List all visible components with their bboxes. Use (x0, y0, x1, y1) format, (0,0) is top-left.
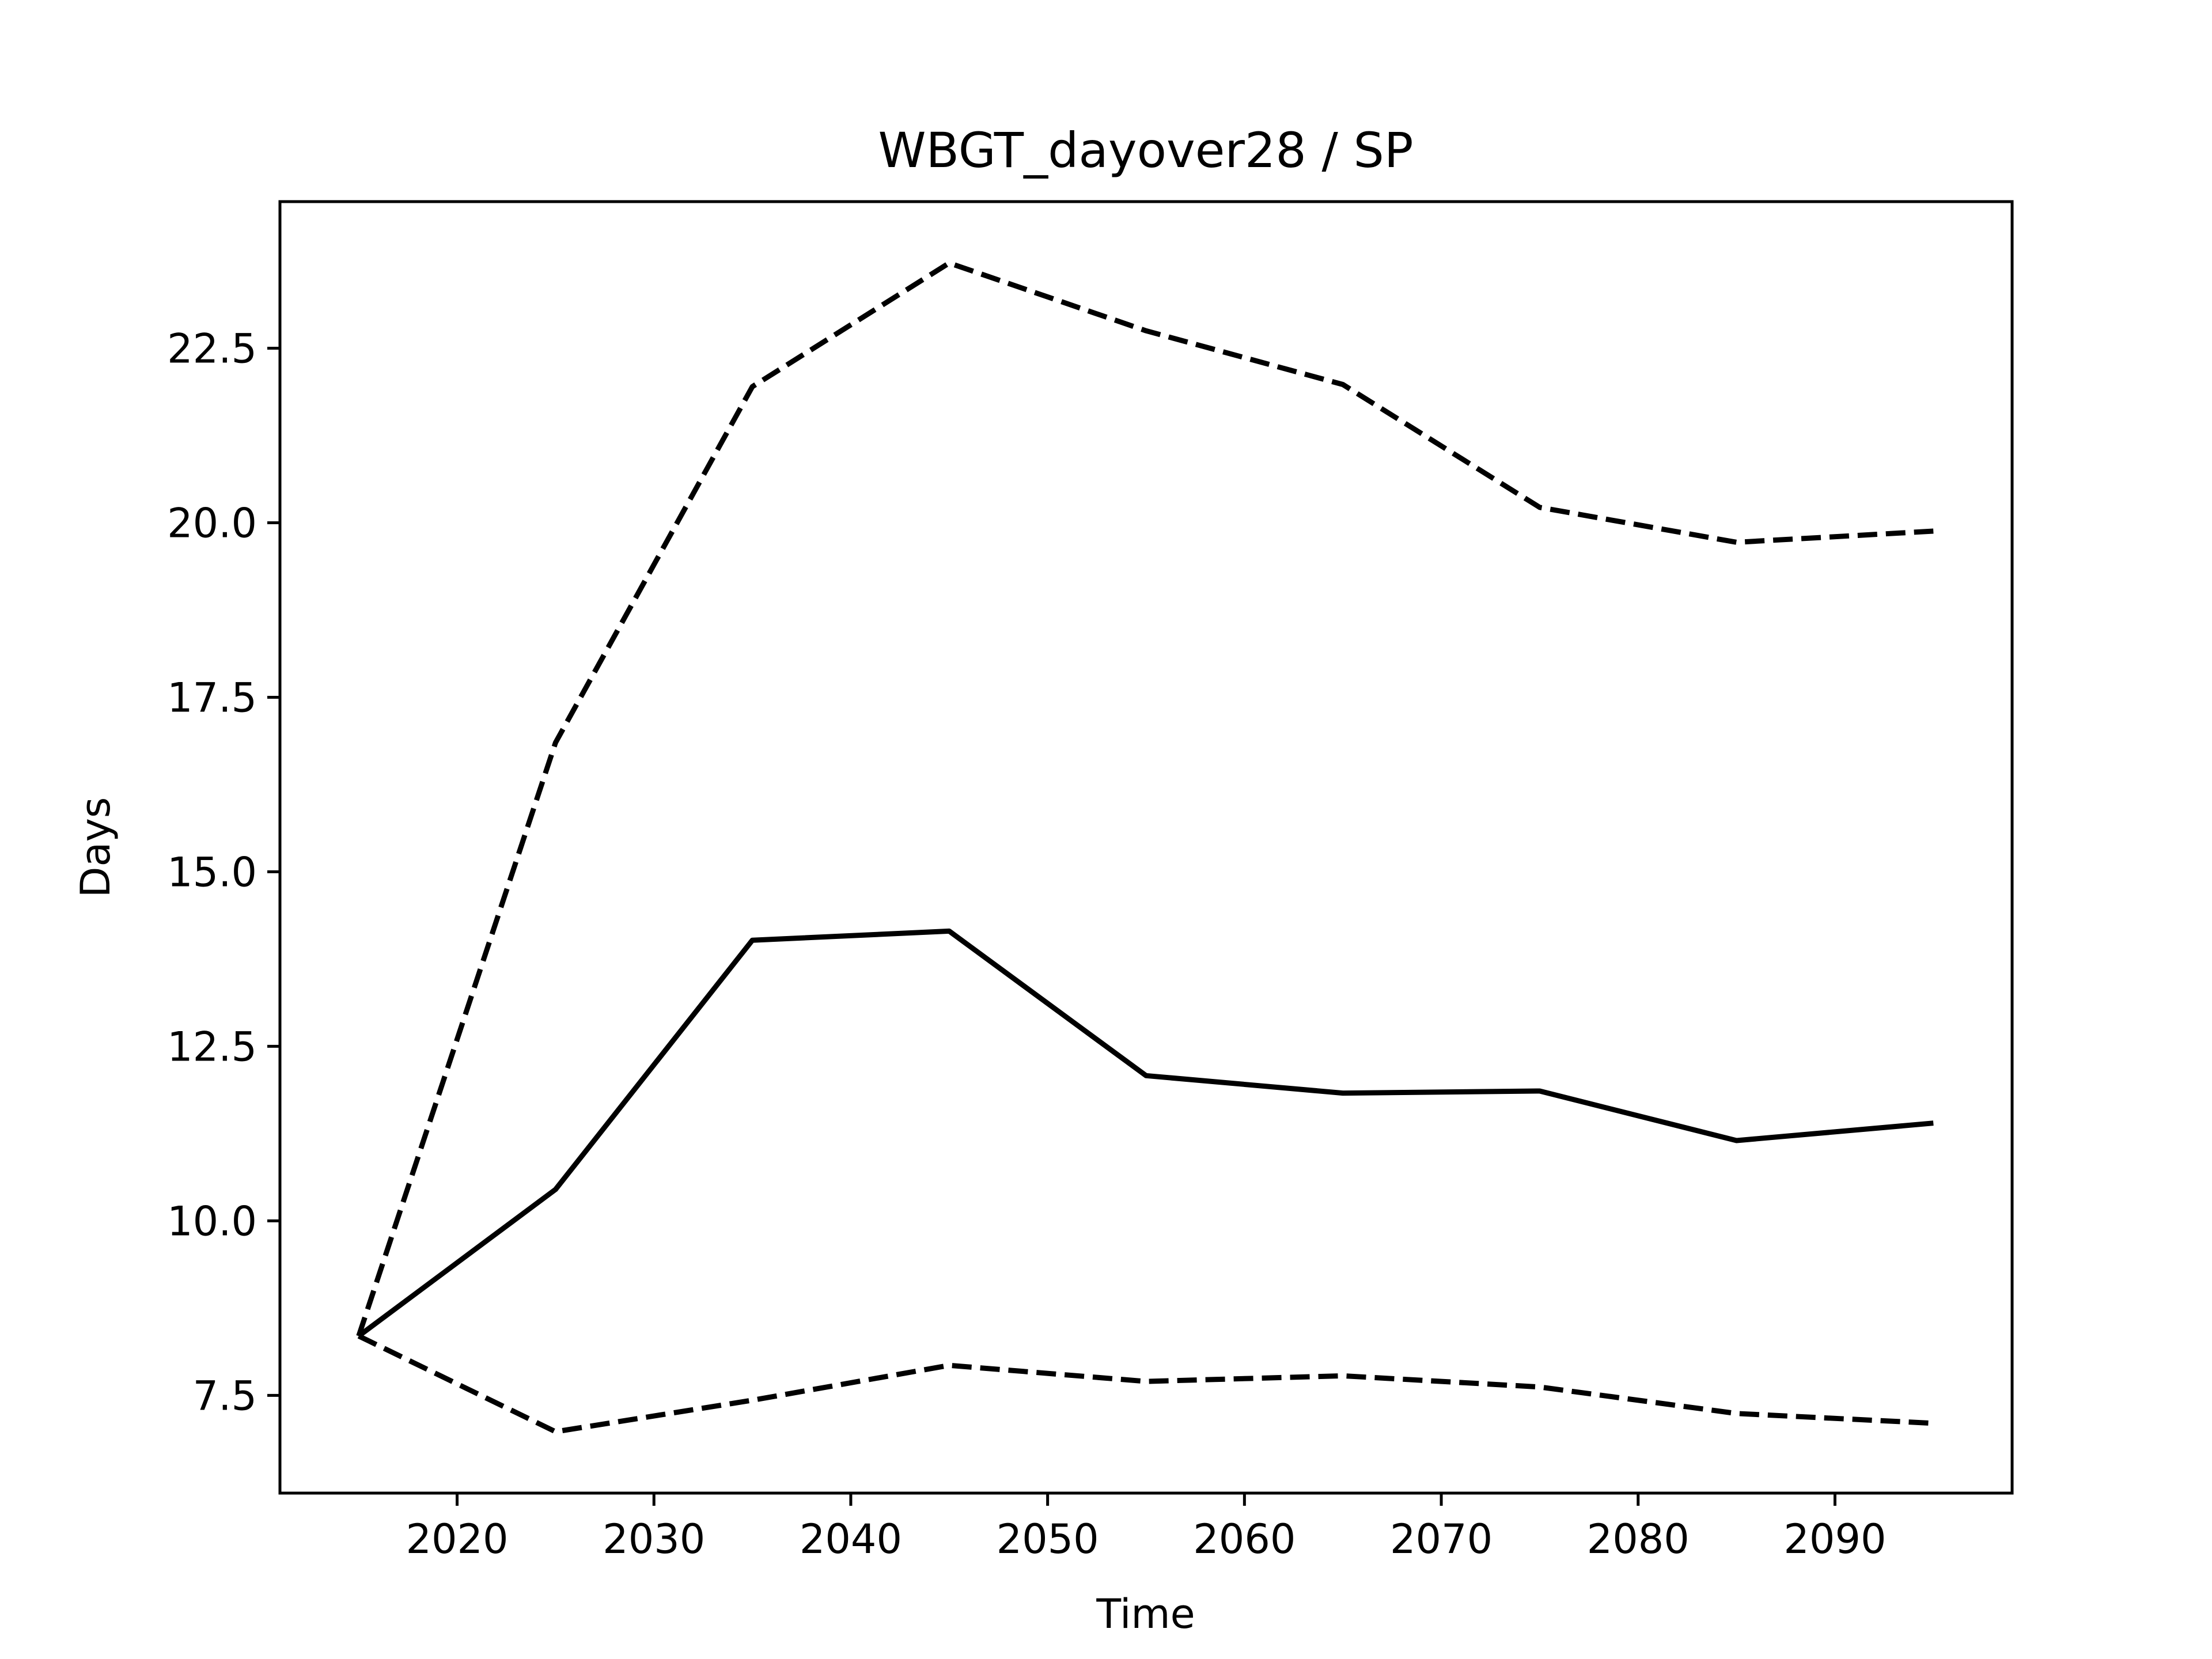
x-tick-label: 2090 (1783, 1516, 1886, 1563)
y-axis: 7.5 10.0 12.5 15.0 17.5 20.0 22.5 (167, 325, 280, 1419)
x-axis: 2020 2030 2040 2050 2060 2070 2080 2090 (406, 1493, 1887, 1563)
x-tick-label: 2060 (1193, 1516, 1296, 1563)
y-tick-label: 7.5 (193, 1372, 257, 1419)
x-tick-label: 2020 (406, 1516, 508, 1563)
y-tick-label: 22.5 (167, 325, 257, 372)
y-tick-label: 20.0 (167, 499, 257, 547)
dashed-series-line-2 (357, 1334, 1934, 1434)
y-tick-label: 15.0 (167, 849, 257, 896)
series-layer (356, 260, 1934, 1434)
plot-frame (278, 200, 2014, 1495)
x-tick-label: 2030 (603, 1516, 705, 1563)
x-tick-label: 2080 (1587, 1516, 1690, 1563)
x-tick-label: 2040 (800, 1516, 902, 1563)
y-axis-label: Days (72, 797, 119, 898)
y-tick-label: 17.5 (167, 674, 257, 721)
x-tick-label: 2070 (1390, 1516, 1493, 1563)
chart-title: WBGT_dayover28 / SP (878, 122, 1413, 179)
solid-series-line-0 (357, 928, 1934, 1338)
y-tick-label: 12.5 (167, 1023, 257, 1070)
x-tick-label: 2050 (997, 1516, 1099, 1563)
dashed-series-line-1 (356, 260, 1934, 1337)
x-axis-label: Time (1096, 1590, 1195, 1638)
y-tick-label: 10.0 (167, 1198, 257, 1245)
